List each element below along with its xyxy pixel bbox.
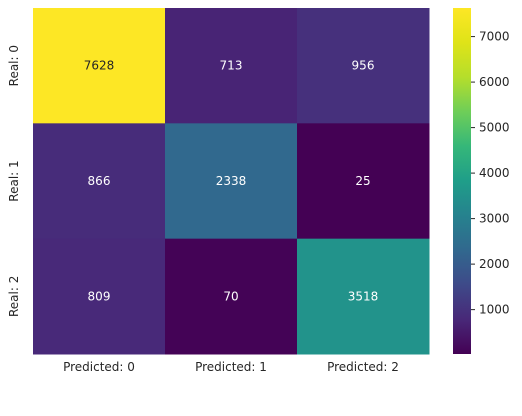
cell-value-r0-c0: 7628 bbox=[84, 59, 115, 73]
y-axis-ticks: Real: 0 Real: 1 Real: 2 bbox=[7, 45, 21, 317]
colorbar-tick-label-0: 1000 bbox=[479, 303, 510, 317]
x-axis-ticks: Predicted: 0 Predicted: 1 Predicted: 2 bbox=[63, 360, 399, 374]
cell-value-r2-c2: 3518 bbox=[348, 289, 379, 303]
heatmap-cell-labels: 7628 713 956 866 2338 25 809 70 3518 bbox=[84, 59, 379, 304]
colorbar: 1000 2000 3000 4000 5000 6000 7000 bbox=[453, 8, 510, 354]
cell-value-r1-c1: 2338 bbox=[216, 174, 247, 188]
heatmap-cells bbox=[33, 8, 430, 355]
heatmap-cell-r2-c1 bbox=[165, 238, 298, 355]
heatmap-cell-r0-c0 bbox=[33, 8, 166, 124]
heatmap-cell-r1-c0 bbox=[33, 123, 166, 240]
x-tick-label-0: Predicted: 0 bbox=[63, 360, 135, 374]
cell-value-r2-c1: 70 bbox=[223, 289, 238, 303]
heatmap-cell-r0-c2 bbox=[297, 8, 430, 124]
heatmap-cell-r0-c1 bbox=[165, 8, 298, 124]
heatmap-cell-r1-c2 bbox=[297, 123, 430, 240]
colorbar-tick-label-5: 6000 bbox=[479, 75, 510, 89]
y-tick-label-2: Real: 2 bbox=[7, 276, 21, 317]
cell-value-r0-c1: 713 bbox=[220, 59, 243, 73]
heatmap-cell-r1-c1 bbox=[165, 123, 298, 240]
colorbar-tick-label-3: 4000 bbox=[479, 166, 510, 180]
colorbar-tick-label-6: 7000 bbox=[479, 30, 510, 44]
x-tick-label-2: Predicted: 2 bbox=[327, 360, 399, 374]
cell-value-r1-c2: 25 bbox=[355, 174, 370, 188]
y-tick-label-0: Real: 0 bbox=[7, 45, 21, 86]
x-tick-label-1: Predicted: 1 bbox=[195, 360, 267, 374]
heatmap-cell-r2-c0 bbox=[33, 238, 166, 355]
y-tick-label-1: Real: 1 bbox=[7, 160, 21, 201]
colorbar-tick-label-2: 3000 bbox=[479, 212, 510, 226]
colorbar-tick-label-1: 2000 bbox=[479, 257, 510, 271]
colorbar-gradient bbox=[453, 8, 471, 354]
cell-value-r2-c0: 809 bbox=[88, 289, 111, 303]
cell-value-r1-c0: 866 bbox=[88, 174, 111, 188]
colorbar-tick-label-4: 5000 bbox=[479, 121, 510, 135]
cell-value-r0-c2: 956 bbox=[352, 59, 375, 73]
heatmap-cell-r2-c2 bbox=[297, 238, 430, 355]
